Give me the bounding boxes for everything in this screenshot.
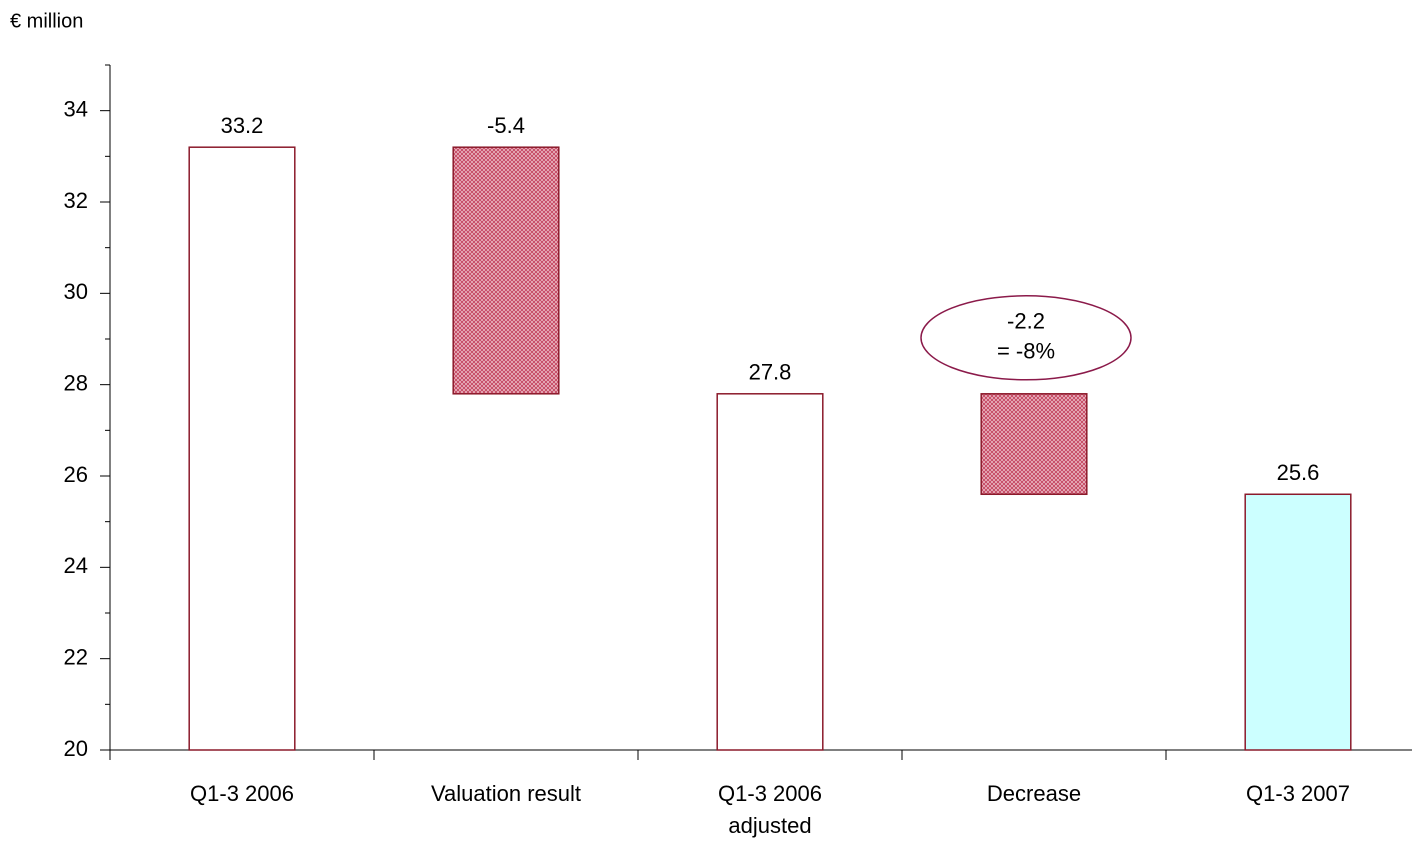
y-tick-label: 24 (64, 553, 88, 578)
x-tick-label: Q1-3 2007 (1246, 781, 1350, 806)
value-label: 33.2 (221, 113, 264, 138)
x-tick-label: Valuation result (430, 781, 581, 806)
x-tick-label: Q1-3 2006 adjusted (718, 781, 822, 838)
y-tick-label: 26 (64, 462, 88, 487)
x-tick-label: Decrease (986, 781, 1082, 806)
bar (188, 146, 296, 751)
y-tick-label: 30 (64, 279, 88, 304)
value-label: 27.8 (749, 360, 792, 385)
y-axis-label: € million (10, 10, 83, 32)
value-label: 25.6 (1277, 460, 1320, 485)
bar (1244, 493, 1352, 751)
bar (452, 146, 560, 395)
y-tick-label: 34 (64, 96, 88, 121)
bar (980, 393, 1088, 496)
value-label: -5.4 (487, 113, 525, 138)
y-tick-label: 32 (64, 188, 88, 213)
annotation: = -8% (997, 339, 1055, 364)
y-tick-label: 22 (64, 644, 88, 669)
annotation-ellipse (920, 295, 1132, 381)
bar (716, 393, 824, 751)
y-tick-label: 28 (64, 370, 88, 395)
x-tick-label: Q1-3 2006 (190, 781, 294, 806)
y-tick-label: 20 (64, 736, 88, 761)
value-label: -2.2 (1007, 309, 1045, 334)
